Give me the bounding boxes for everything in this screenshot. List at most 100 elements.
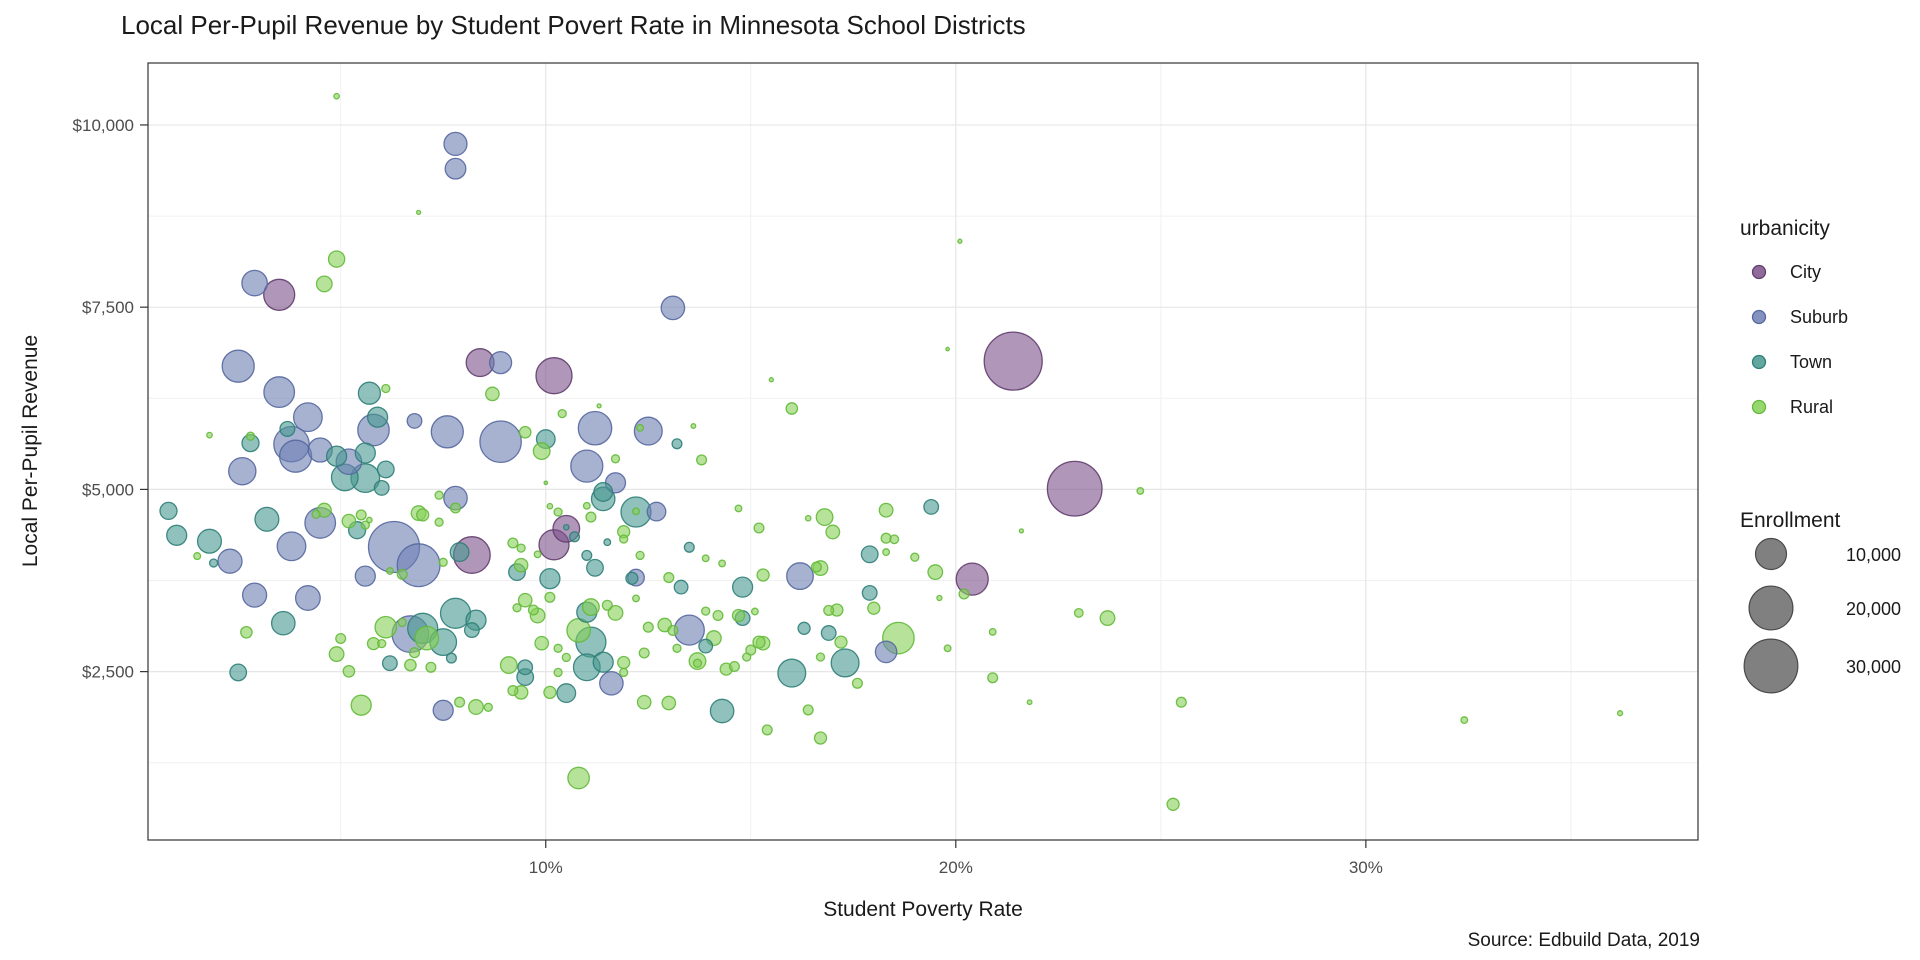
- bubble-rural: [1460, 716, 1469, 725]
- bubble-rural: [825, 524, 841, 540]
- bubble-rural: [690, 423, 697, 429]
- bubble-town: [673, 579, 689, 595]
- bubble-city: [263, 278, 296, 311]
- bubble-rural: [834, 635, 848, 649]
- bubble-rural: [712, 609, 724, 622]
- bubble-rural: [768, 377, 774, 383]
- x-axis-title: Student Poverty Rate: [823, 898, 1023, 921]
- urbanicity-legend-title: urbanicity: [1740, 217, 1830, 240]
- bubble-rural: [355, 509, 367, 521]
- panel-border: [147, 62, 1699, 841]
- bubble-suburb: [577, 410, 613, 446]
- bubble-rural: [742, 652, 752, 662]
- legend-label-rural: Rural: [1790, 397, 1833, 417]
- bubble-town: [229, 663, 248, 682]
- bubble-rural: [596, 403, 602, 409]
- legend-label-town: Town: [1790, 352, 1832, 372]
- bubble-suburb: [221, 349, 255, 383]
- bubble-rural: [756, 568, 770, 582]
- bubble-town: [357, 381, 382, 405]
- bubble-town: [366, 406, 389, 428]
- enrollment-swatch-10000: [1754, 537, 1788, 571]
- bubble-town: [376, 460, 395, 479]
- bubble-suburb: [217, 548, 243, 574]
- bubble-rural: [333, 92, 340, 100]
- enrollment-swatch-30000: [1743, 638, 1799, 694]
- bubble-rural: [499, 656, 518, 675]
- bubble-rural: [785, 402, 799, 415]
- bubble-rural: [377, 638, 387, 649]
- bubble-rural: [311, 509, 321, 519]
- bubble-rural: [761, 724, 773, 736]
- x-tick-label: 10%: [529, 858, 563, 877]
- bubble-rural: [408, 647, 421, 659]
- urbanicity-legend: City Suburb Town Rural: [1751, 262, 1848, 417]
- bubble-rural: [335, 632, 347, 645]
- bubble-rural: [1018, 528, 1025, 534]
- bubble-rural: [635, 550, 645, 561]
- bubble-rural: [315, 275, 333, 293]
- bubble-rural: [483, 702, 493, 712]
- x-tick-label: 20%: [939, 858, 973, 877]
- bubble-rural: [416, 508, 430, 522]
- bubble-rural: [557, 408, 567, 419]
- bubble-rural: [534, 635, 550, 651]
- bubble-town: [625, 571, 639, 585]
- bubble-suburb: [660, 295, 686, 321]
- bubble-suburb: [430, 415, 464, 449]
- bubble-suburb: [294, 585, 321, 611]
- bubble-town: [196, 528, 223, 554]
- bubble-rural: [601, 599, 613, 611]
- bubble-rural: [374, 615, 398, 639]
- bubble-rural: [516, 543, 526, 553]
- bubble-rural: [731, 608, 746, 623]
- bubble-rural: [245, 431, 256, 441]
- bubble-town: [861, 584, 878, 601]
- legend-label-suburb: Suburb: [1790, 307, 1848, 327]
- bubble-rural: [617, 655, 631, 670]
- y-axis-title: Local Per-Pupil Revenue: [19, 335, 42, 567]
- bubble-rural: [544, 591, 556, 603]
- bubble-rural: [434, 490, 444, 500]
- bubble-rural: [567, 766, 590, 790]
- bubble-rural: [561, 652, 571, 663]
- bubble-suburb: [874, 640, 898, 664]
- bubble-rural: [1026, 699, 1033, 706]
- bubble-rural: [927, 564, 944, 581]
- bubble-town: [603, 538, 612, 547]
- bubble-rural: [718, 559, 727, 568]
- bubble-rural: [468, 699, 484, 715]
- bubble-rural: [667, 624, 679, 636]
- bubble-rural: [414, 625, 440, 651]
- bubble-rural: [328, 646, 345, 663]
- bubble-suburb: [444, 157, 467, 180]
- bubble-rural: [632, 507, 640, 516]
- bubble-town: [581, 549, 593, 561]
- bubble-rural: [810, 561, 822, 573]
- enrollment-label-10000: 10,000: [1846, 545, 1901, 565]
- bubble-rural: [527, 604, 539, 616]
- bubble-town: [860, 545, 879, 564]
- bubble-city: [955, 562, 989, 596]
- bubble-town: [254, 506, 280, 532]
- bubble-rural: [672, 643, 682, 653]
- bubble-rural: [663, 572, 675, 584]
- bubble-town: [562, 523, 570, 531]
- bubble-rural: [752, 635, 766, 649]
- bubble-town: [777, 658, 807, 688]
- chart-title: Local Per-Pupil Revenue by Student Pover…: [121, 10, 1026, 40]
- legend-label-city: City: [1790, 262, 1821, 282]
- bubble-suburb: [241, 582, 268, 608]
- bubble-rural: [553, 507, 563, 517]
- bubble-rural: [485, 386, 500, 402]
- bubble-suburb: [646, 501, 667, 522]
- bubble-rural: [638, 647, 650, 659]
- bubble-rural: [507, 685, 519, 697]
- bubble-suburb: [228, 456, 257, 486]
- bubble-rural: [619, 534, 629, 544]
- bubble-rural: [692, 658, 703, 668]
- bubble-rural: [327, 250, 346, 268]
- bubble-rural: [610, 454, 621, 464]
- bubble-town: [698, 638, 714, 654]
